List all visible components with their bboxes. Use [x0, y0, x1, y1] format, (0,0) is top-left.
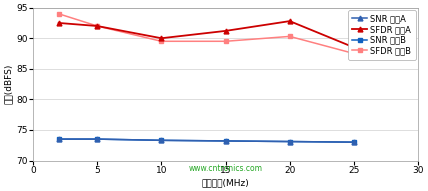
SNR 通道B — [56, 138, 61, 140]
SFDR 通道A — [223, 30, 228, 32]
SNR 通道A — [351, 141, 357, 143]
SNR 通道A — [159, 139, 164, 142]
Line: SFDR 通道A: SFDR 通道A — [56, 19, 357, 50]
SNR 通道B — [351, 141, 357, 143]
SFDR 通道B — [351, 52, 357, 55]
SNR 通道B — [287, 140, 292, 143]
Text: www.cntronics.com: www.cntronics.com — [189, 163, 262, 172]
SFDR 通道A — [287, 20, 292, 22]
SNR 通道A — [287, 140, 292, 143]
SFDR 通道B — [287, 35, 292, 38]
Line: SFDR 通道B: SFDR 通道B — [56, 11, 357, 56]
SNR 通道B — [95, 138, 100, 140]
SNR 通道A — [95, 138, 100, 140]
SFDR 通道B — [159, 40, 164, 42]
SFDR 通道A — [95, 25, 100, 27]
Y-axis label: 幅値(dBFS): 幅値(dBFS) — [4, 64, 13, 104]
SFDR 通道B — [223, 40, 228, 42]
SNR 通道A — [56, 138, 61, 140]
SFDR 通道B — [95, 25, 100, 27]
Legend: SNR 通道A, SFDR 通道A, SNR 通道B, SFDR 通道B: SNR 通道A, SFDR 通道A, SNR 通道B, SFDR 通道B — [348, 10, 416, 60]
SNR 通道B — [223, 140, 228, 142]
SFDR 通道A — [56, 22, 61, 24]
Line: SNR 通道A: SNR 通道A — [56, 137, 357, 145]
SFDR 通道A — [351, 46, 357, 49]
SNR 通道A — [223, 140, 228, 142]
Line: SNR 通道B: SNR 通道B — [56, 137, 357, 145]
SFDR 通道B — [56, 13, 61, 15]
SFDR 通道A — [159, 37, 164, 39]
SNR 通道B — [159, 139, 164, 142]
X-axis label: 输入频率(MHz): 输入频率(MHz) — [202, 178, 250, 187]
